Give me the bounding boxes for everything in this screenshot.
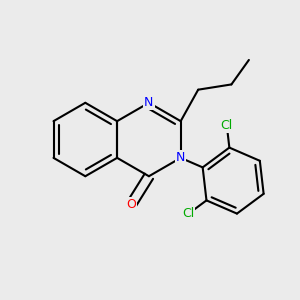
Text: N: N bbox=[144, 96, 154, 109]
Text: Cl: Cl bbox=[182, 207, 194, 220]
Text: O: O bbox=[127, 198, 136, 211]
Text: N: N bbox=[176, 152, 185, 164]
Text: Cl: Cl bbox=[220, 118, 233, 131]
